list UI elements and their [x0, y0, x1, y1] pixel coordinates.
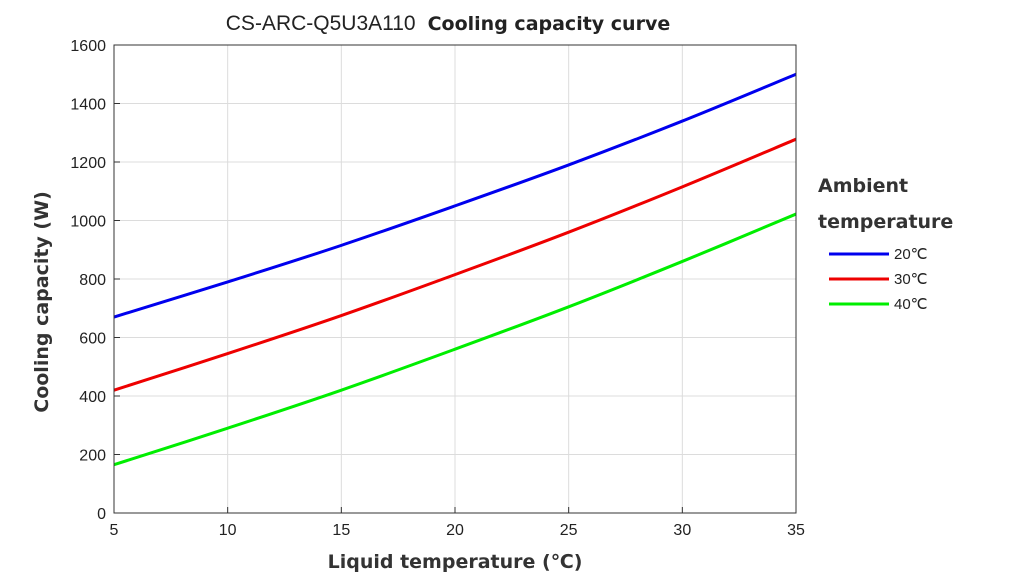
series-line-2	[113, 137, 797, 392]
x-tick-label: 35	[787, 522, 805, 539]
legend-title-line2: temperature	[818, 211, 953, 233]
x-tick-label: 25	[560, 522, 578, 539]
y-tick-label: 0	[97, 506, 106, 523]
x-tick-label: 15	[332, 522, 350, 539]
legend-label-1: 20℃	[894, 246, 928, 263]
chart-title-text: Cooling capacity curve	[428, 13, 671, 35]
y-tick-label: 1000	[70, 214, 106, 231]
y-axis-ticks: 0 200 400 600 800 1000 1200 1400 1600	[70, 38, 120, 523]
y-tick-label: 800	[79, 272, 106, 289]
x-axis-ticks: 5 10 15 20 25 30 35	[110, 507, 805, 539]
x-tick-label: 5	[110, 522, 119, 539]
y-tick-label: 1600	[70, 38, 106, 55]
y-tick-label: 1200	[70, 155, 106, 172]
x-tick-label: 20	[446, 522, 464, 539]
y-tick-label: 1400	[70, 97, 106, 114]
series-line-1	[113, 72, 797, 319]
legend: Ambient temperature 20℃ 30℃ 40℃	[818, 175, 953, 313]
series-line-3	[113, 212, 797, 467]
series-lines	[113, 72, 797, 467]
legend-items: 20℃ 30℃ 40℃	[829, 246, 928, 313]
y-tick-label: 600	[79, 331, 106, 348]
y-axis-label: Cooling capacity (W)	[31, 191, 53, 413]
x-tick-label: 10	[219, 522, 237, 539]
y-tick-label: 400	[79, 389, 106, 406]
x-tick-label: 30	[673, 522, 691, 539]
chart-title: CS-ARC-Q5U3A110 Cooling capacity curve	[226, 12, 670, 35]
y-tick-label: 200	[79, 448, 106, 465]
legend-title-line1: Ambient	[818, 175, 908, 197]
legend-label-3: 40℃	[894, 296, 928, 313]
x-axis-label: Liquid temperature (℃)	[328, 551, 583, 573]
chart-title-model: CS-ARC-Q5U3A110	[226, 12, 416, 35]
legend-label-2: 30℃	[894, 271, 928, 288]
grid-lines	[113, 44, 797, 514]
